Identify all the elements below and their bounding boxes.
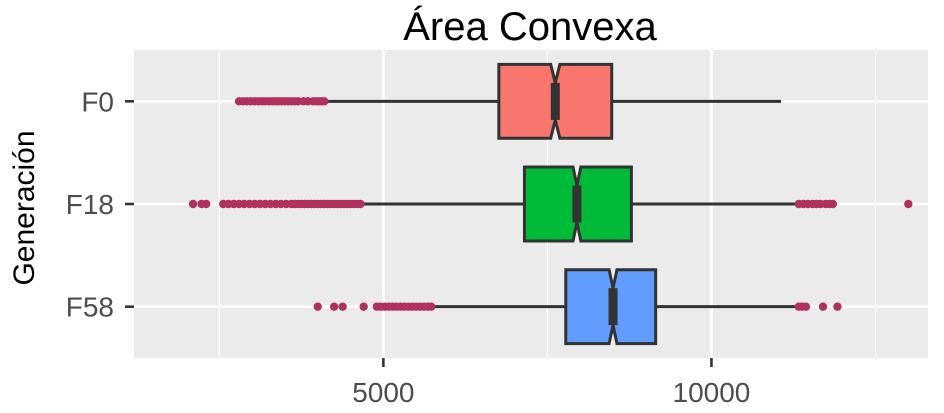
chart-title: Área Convexa	[403, 4, 657, 49]
x-axis: 5000 10000	[352, 358, 750, 408]
outlier-point	[188, 199, 198, 209]
y-tick-label: F18	[66, 189, 114, 220]
outlier-point	[904, 199, 913, 209]
outlier-point	[359, 302, 368, 311]
y-axis: F0 F18 F58	[66, 86, 134, 323]
outlier-point	[427, 302, 436, 311]
outlier-point	[313, 302, 322, 311]
box-group-f18	[188, 165, 913, 243]
outlier-point	[320, 97, 329, 106]
y-tick-label: F0	[81, 86, 114, 117]
outlier-point	[801, 302, 811, 311]
outlier-point	[356, 199, 365, 209]
x-tick-label: 5000	[352, 377, 414, 408]
boxes-layer	[188, 62, 913, 346]
y-axis-label: Generación	[8, 130, 41, 285]
x-tick-label: 10000	[673, 377, 751, 408]
box-group-f0	[234, 62, 782, 140]
outlier-point	[818, 302, 828, 311]
outlier-point	[833, 302, 842, 311]
outlier-point	[828, 199, 838, 209]
y-tick-label: F58	[66, 292, 114, 323]
box-group-f58	[313, 268, 842, 346]
outlier-point	[201, 199, 211, 209]
outlier-point	[338, 302, 347, 311]
outlier-point	[329, 302, 339, 311]
